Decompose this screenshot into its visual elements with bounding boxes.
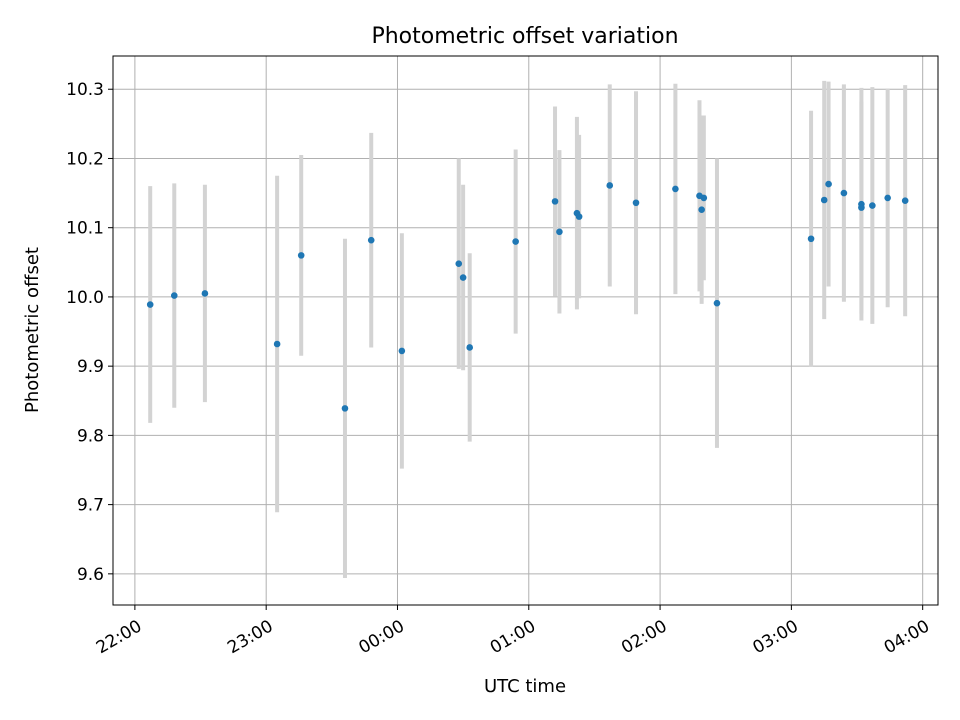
data-point bbox=[512, 238, 519, 245]
data-point bbox=[632, 199, 640, 207]
y-tick-label: 9.6 bbox=[77, 565, 104, 585]
data-point bbox=[698, 206, 705, 213]
data-point bbox=[341, 405, 349, 412]
data-point bbox=[884, 194, 891, 202]
plot-area bbox=[113, 56, 938, 605]
data-point bbox=[551, 198, 559, 205]
data-points bbox=[146, 180, 909, 412]
y-tick-label: 9.8 bbox=[77, 426, 104, 446]
y-axis: 9.6 9.7 9.8 9.9 10.0 10.1 10.2 10.3 bbox=[66, 80, 113, 585]
data-point bbox=[297, 252, 305, 259]
data-point bbox=[700, 194, 708, 202]
x-axis-label: UTC time bbox=[484, 676, 566, 697]
data-point bbox=[575, 213, 583, 220]
data-point bbox=[466, 344, 473, 351]
y-tick-label: 10.3 bbox=[66, 80, 104, 100]
data-point bbox=[273, 340, 281, 348]
plot-frame bbox=[112, 55, 939, 606]
data-point bbox=[869, 202, 876, 209]
data-point bbox=[858, 204, 865, 211]
data-point bbox=[606, 182, 614, 189]
y-tick-label: 10.2 bbox=[66, 149, 104, 169]
data-point bbox=[901, 197, 909, 204]
data-point bbox=[367, 236, 375, 244]
data-point bbox=[455, 260, 463, 267]
data-point bbox=[825, 180, 832, 188]
y-tick-label: 10.1 bbox=[66, 219, 104, 239]
y-axis-label: Photometric offset bbox=[22, 247, 43, 413]
data-point bbox=[146, 301, 154, 308]
grid bbox=[113, 56, 938, 605]
data-point bbox=[170, 292, 178, 299]
y-tick-label: 10.0 bbox=[66, 288, 104, 308]
data-point bbox=[807, 235, 815, 243]
y-tick-label: 9.7 bbox=[77, 496, 104, 516]
y-tick-label: 9.9 bbox=[77, 357, 104, 377]
data-point bbox=[840, 189, 848, 197]
data-point bbox=[713, 299, 721, 307]
data-point bbox=[201, 290, 209, 297]
data-point bbox=[820, 196, 828, 204]
data-point bbox=[556, 228, 563, 236]
data-point bbox=[459, 274, 467, 281]
data-point bbox=[398, 347, 406, 355]
chart-title: Photometric offset variation bbox=[371, 24, 678, 49]
data-point bbox=[672, 185, 679, 193]
